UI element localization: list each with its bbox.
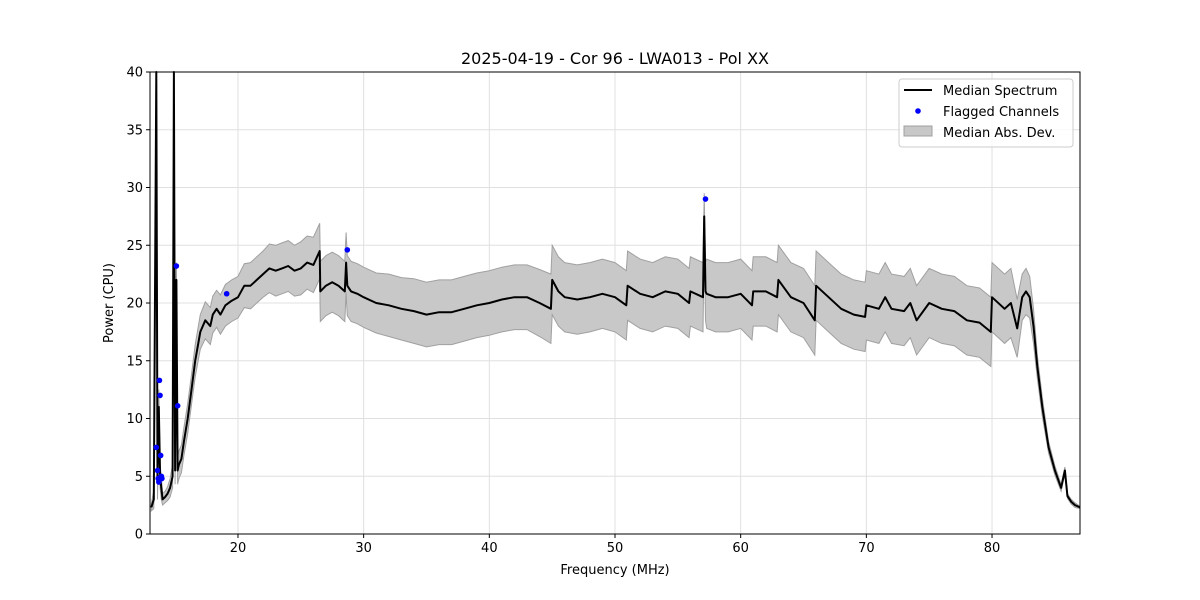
median-spectrum-line	[150, 71, 1081, 509]
flagged-channel-point	[154, 467, 161, 474]
x-axis-label: Frequency (MHz)	[560, 563, 669, 578]
flagged-channel-point	[344, 247, 351, 253]
y-tick-label: 30	[126, 181, 143, 196]
x-tick-label: 80	[984, 541, 1001, 556]
x-tick-label: 70	[858, 541, 875, 556]
legend-mad-swatch	[903, 125, 933, 137]
legend-flagged-label: Flagged Channels	[943, 105, 1059, 120]
flagged-channel-point	[157, 392, 163, 399]
y-tick-label: 5	[135, 470, 143, 485]
flagged-channel-point	[159, 475, 165, 482]
flagged-channel-point	[174, 402, 181, 409]
y-tick-label: 15	[126, 354, 143, 369]
legend-mad-label: Median Abs. Dev.	[943, 126, 1055, 141]
flagged-channel-point	[156, 377, 163, 384]
flagged-channel-point	[702, 196, 709, 202]
y-tick-label: 20	[126, 297, 143, 312]
y-tick-label: 40	[126, 66, 143, 81]
y-axis-ticks: 0 5 10 15 20 25 30 35 40	[126, 66, 150, 543]
x-axis-ticks: 20 30 40 50 60 70 80	[230, 534, 1001, 556]
flagged-channel-point	[157, 452, 164, 459]
legend-flagged-swatch	[915, 108, 921, 114]
y-tick-label: 0	[135, 528, 143, 543]
y-tick-label: 10	[126, 412, 143, 427]
y-tick-label: 35	[126, 123, 143, 138]
flagged-channel-point	[223, 290, 230, 297]
chart-title: 2025-04-19 - Cor 96 - LWA013 - Pol XX	[461, 49, 769, 68]
flagged-channel-point	[153, 444, 160, 451]
x-tick-label: 20	[230, 541, 247, 556]
legend-box	[898, 78, 1074, 148]
x-tick-label: 50	[607, 541, 624, 556]
legend-median-label: Median Spectrum	[943, 84, 1057, 99]
legend: Median Spectrum Flagged Channels Median …	[898, 78, 1074, 148]
flagged-channel-point	[173, 263, 180, 269]
x-tick-label: 40	[481, 541, 498, 556]
flagged-points	[153, 196, 709, 485]
x-tick-label: 30	[355, 541, 372, 556]
median-line	[150, 71, 1081, 509]
y-tick-label: 25	[126, 239, 143, 254]
y-axis-label: Power (CPU)	[102, 263, 117, 343]
x-tick-label: 60	[732, 541, 749, 556]
